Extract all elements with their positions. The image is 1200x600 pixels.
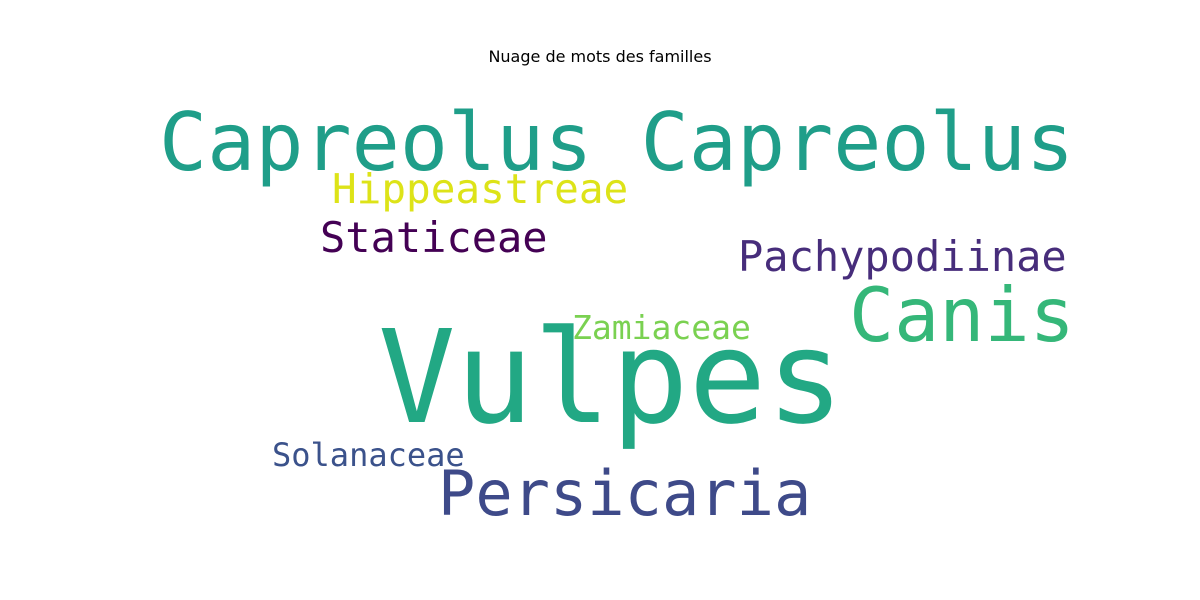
word-canis: Canis [849, 271, 1075, 359]
word-persicaria: Persicaria [438, 457, 811, 530]
word-staticeae: Staticeae [320, 213, 548, 262]
word-zamiaceae: Zamiaceae [572, 308, 751, 347]
word-solanaceae: Solanaceae [272, 436, 465, 474]
word-pachypodiinae: Pachypodiinae [738, 232, 1067, 281]
word-hippeastreae: Hippeastreae [332, 165, 628, 213]
